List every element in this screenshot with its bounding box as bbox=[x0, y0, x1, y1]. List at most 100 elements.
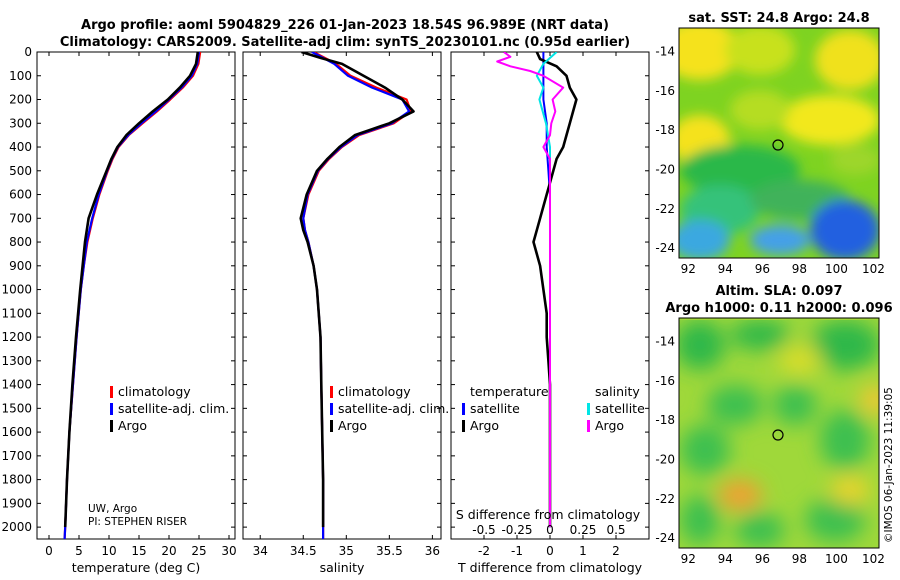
map-x-tick-label: 100 bbox=[825, 262, 848, 276]
temperature-panel-frame bbox=[36, 51, 236, 540]
figure-title-line1: Argo profile: aoml 5904829_226 01-Jan-20… bbox=[81, 18, 609, 33]
map-x-tick-label: 96 bbox=[755, 552, 770, 566]
map-y-tick-label: -22 bbox=[655, 202, 675, 216]
temperature-xlabel: temperature (deg C) bbox=[72, 560, 201, 575]
series-line-argo bbox=[299, 52, 415, 528]
x-tick-label: 34.5 bbox=[290, 544, 317, 558]
series-line-climatology bbox=[302, 52, 412, 539]
map-x-tick-label: 98 bbox=[792, 262, 807, 276]
x-tick-label: 20 bbox=[161, 544, 176, 558]
legend-salinity-title: salinity bbox=[595, 384, 640, 399]
map-y-tick-label: -20 bbox=[655, 453, 675, 467]
depth-tick-label: 600 bbox=[9, 188, 32, 202]
map-y-tick-label: -16 bbox=[655, 84, 675, 98]
map-x-tick-label: 102 bbox=[862, 262, 885, 276]
legend-sal-satellite-label: satellite bbox=[595, 401, 645, 416]
x-tick-label: 35 bbox=[339, 544, 354, 558]
legend-argo-label: Argo bbox=[338, 418, 367, 433]
legend-temperature-title: temperature bbox=[470, 384, 549, 399]
temperature-x-ticks: 0 5 10 15 20 25 30 bbox=[45, 544, 236, 558]
x-tick-label: 2 bbox=[612, 544, 620, 558]
map-y-tick-label: -22 bbox=[655, 492, 675, 506]
sst-map bbox=[679, 28, 879, 258]
depth-tick-label: 1200 bbox=[1, 330, 32, 344]
sla-map-x-ticks: 92 94 96 98 100 102 bbox=[681, 552, 885, 566]
depth-tick-label: 200 bbox=[9, 93, 32, 107]
series-line-salinity-argo bbox=[496, 52, 565, 528]
sst-map-y-ticks: -14 -16 -18 -20 -22 -24 bbox=[655, 45, 675, 256]
sdiff-tick-label: -0.5 bbox=[472, 523, 495, 537]
x-tick-label: 1 bbox=[579, 544, 587, 558]
map-x-tick-label: 96 bbox=[755, 262, 770, 276]
series-line-satellite-adj-clim- bbox=[302, 52, 411, 539]
argo-location-marker bbox=[772, 139, 784, 151]
figure-title-line2: Climatology: CARS2009. Satellite-adj cli… bbox=[60, 35, 630, 50]
x-tick-label: 36 bbox=[425, 544, 440, 558]
map-x-tick-label: 100 bbox=[825, 552, 848, 566]
map-y-tick-label: -16 bbox=[655, 374, 675, 388]
depth-tick-label: 1900 bbox=[1, 496, 32, 510]
depth-tick-label: 1300 bbox=[1, 354, 32, 368]
map-x-tick-label: 98 bbox=[792, 552, 807, 566]
depth-tick-label: 1400 bbox=[1, 378, 32, 392]
legend-satadj-swatch bbox=[110, 403, 113, 415]
map-x-tick-label: 102 bbox=[862, 552, 885, 566]
tdiff-x-ticks: -2 -1 0 1 2 bbox=[478, 544, 620, 558]
depth-tick-label: 1100 bbox=[1, 306, 32, 320]
x-tick-label: 0 bbox=[45, 544, 53, 558]
sdiff-tick-label: 0 bbox=[546, 523, 554, 537]
x-tick-label: 10 bbox=[101, 544, 116, 558]
salinity-lines bbox=[299, 52, 415, 539]
difference-lines bbox=[496, 52, 578, 528]
series-line-climatology bbox=[63, 52, 202, 539]
map-x-tick-label: 92 bbox=[681, 552, 696, 566]
legend-climatology-label: climatology bbox=[338, 384, 411, 399]
sla-map-y-ticks: -14 -16 -18 -20 -22 -24 bbox=[655, 335, 675, 546]
depth-tick-label: 1500 bbox=[1, 401, 32, 415]
map-y-tick-label: -24 bbox=[655, 241, 675, 255]
sst-map-title: sat. SST: 24.8 Argo: 24.8 bbox=[688, 11, 869, 26]
legend-argo-label: Argo bbox=[118, 418, 147, 433]
legend-temp-argo-swatch bbox=[462, 420, 465, 432]
imos-timestamp: ©IMOS 06-Jan-2023 11:39:05 bbox=[883, 387, 895, 543]
x-tick-label: 30 bbox=[221, 544, 236, 558]
depth-tick-label: 700 bbox=[9, 211, 32, 225]
legend-argo-swatch bbox=[330, 420, 333, 432]
series-line-salinity-satellite bbox=[535, 52, 558, 528]
sst-map-x-ticks: 92 94 96 98 100 102 bbox=[681, 262, 885, 276]
legend-argo-swatch bbox=[110, 420, 113, 432]
legend-temp-satellite-swatch bbox=[462, 403, 465, 415]
x-tick-label: 25 bbox=[191, 544, 206, 558]
sdiff-tick-label: 0.25 bbox=[570, 523, 597, 537]
legend-satadj-swatch bbox=[330, 403, 333, 415]
depth-tick-label: 500 bbox=[9, 164, 32, 178]
sdiff-tick-label: 0.5 bbox=[606, 523, 625, 537]
sst-map-frame bbox=[678, 27, 880, 259]
map-x-tick-label: 94 bbox=[718, 262, 733, 276]
legend-sal-argo-label: Argo bbox=[595, 418, 624, 433]
depth-tick-label: 900 bbox=[9, 259, 32, 273]
x-tick-label: -2 bbox=[478, 544, 490, 558]
depth-tick-label: 1800 bbox=[1, 473, 32, 487]
legend-sal-argo-swatch bbox=[587, 420, 590, 432]
sdiff-label: S difference from climatology bbox=[456, 507, 641, 522]
pi-note-line1: UW, Argo bbox=[88, 503, 137, 515]
map-y-tick-label: -14 bbox=[655, 45, 675, 59]
legend-climatology-swatch bbox=[330, 386, 333, 398]
x-tick-label: 35.5 bbox=[376, 544, 403, 558]
temperature-legend: climatology satellite-adj. clim. Argo bbox=[110, 384, 229, 433]
depth-tick-label: 800 bbox=[9, 235, 32, 249]
depth-tick-label: 2000 bbox=[1, 520, 32, 534]
map-y-tick-label: -24 bbox=[655, 531, 675, 545]
difference-legend: temperature salinity satellite Argo sate… bbox=[462, 384, 645, 433]
temperature-lines bbox=[63, 52, 202, 539]
tdiff-xlabel: T difference from climatology bbox=[457, 560, 643, 575]
series-line-satellite-adj-clim- bbox=[63, 52, 201, 539]
x-tick-label: 34 bbox=[253, 544, 268, 558]
depth-tick-label: 100 bbox=[9, 69, 32, 83]
depth-tick-label: 300 bbox=[9, 116, 32, 130]
salinity-x-ticks: 34 34.5 35 35.5 36 bbox=[253, 544, 440, 558]
sla-map-frame bbox=[678, 317, 880, 549]
series-line-argo bbox=[63, 52, 200, 528]
legend-climatology-swatch bbox=[110, 386, 113, 398]
